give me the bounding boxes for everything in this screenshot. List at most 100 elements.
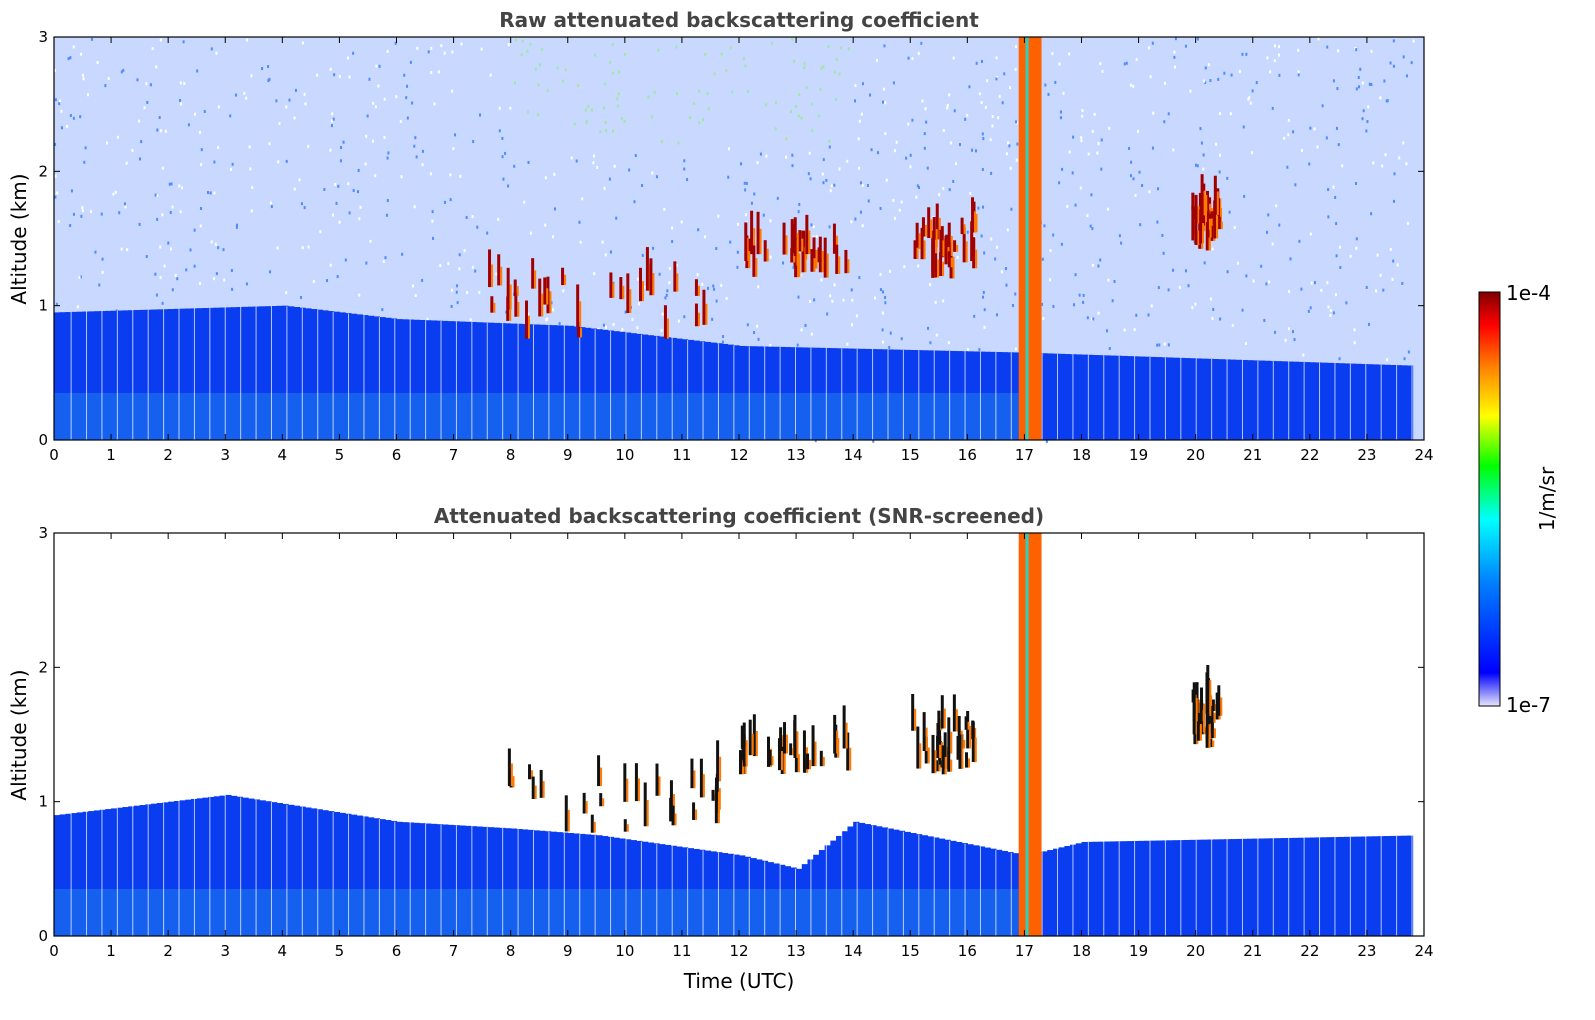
backscatter-column [864,824,871,936]
backscatter-column [265,306,272,440]
backscatter-column [288,804,295,936]
y-tick-label: 2 [38,658,48,676]
backscatter-column [105,809,112,936]
backscatter-column [556,832,563,936]
y-tick-label: 3 [38,524,48,542]
backscatter-column [1309,362,1317,440]
backscatter-column [179,800,186,936]
aerosol-cloud-layer [507,740,722,833]
backscatter-column [1349,363,1357,440]
backscatter-column [1321,837,1328,936]
backscatter-column [1326,837,1334,936]
x-tick-label: 24 [1414,942,1433,960]
backscatter-column [322,810,329,936]
backscatter-column [270,306,278,440]
backscatter-column [1241,838,1248,936]
backscatter-column [470,322,478,440]
backscatter-column [596,329,603,440]
backscatter-column [573,833,580,936]
backscatter-column [870,825,877,936]
x-tick-label: 21 [1243,942,1262,960]
backscatter-column [539,830,546,936]
backscatter-column [504,828,512,936]
backscatter-column [1092,841,1100,936]
backscatter-column [156,309,164,440]
x-tick-label: 14 [844,446,863,464]
x-tick-label: 5 [335,446,345,464]
backscatter-column [1315,837,1322,936]
y-tick-label: 2 [38,162,48,180]
x-tick-label: 15 [901,942,920,960]
backscatter-column [1178,357,1185,440]
data-gaps [70,794,1413,936]
backscatter-column [356,815,363,936]
y-tick-label: 0 [38,927,48,945]
aerosol-cloud-layer [488,247,708,339]
backscatter-column [1064,845,1071,936]
backscatter-column [259,306,266,440]
backscatter-column [282,803,289,936]
backscatter-column [65,813,72,936]
backscatter-column [1155,357,1163,440]
x-tick-label: 3 [220,942,230,960]
backscatter-column [242,306,249,440]
backscatter-column [1184,839,1191,936]
backscatter-column [436,824,443,936]
backscatter-column [419,319,426,440]
backscatter-column [356,314,363,440]
backscatter-column [681,339,689,440]
backscatter-column [950,840,957,936]
backscatter-column [641,334,649,440]
backscatter-column [1287,361,1294,440]
y-tick-label: 0 [38,431,48,449]
backscatter-column [1326,362,1334,440]
backscatter-column [333,811,341,936]
x-tick-label: 4 [278,446,288,464]
panel-title: Attenuated backscattering coefficient (S… [434,504,1044,528]
x-tick-label: 22 [1300,446,1319,464]
backscatter-column [1395,835,1402,936]
backscatter-column [699,341,706,440]
backscatter-column [430,320,438,440]
x-tick-label: 23 [1357,446,1376,464]
backscatter-column [647,335,654,440]
backscatter-column [510,323,517,440]
backscatter-column [1081,841,1088,936]
colorbar-label: 1/m/sr [1535,466,1559,531]
backscatter-column [562,325,569,440]
backscatter-column [693,340,700,440]
x-tick-label: 11 [672,942,691,960]
backscatter-column [1247,360,1254,440]
backscatter-column [493,322,500,440]
backscatter-column [316,809,323,936]
backscatter-column [1161,357,1168,440]
x-tick-label: 13 [787,446,806,464]
backscatter-column [1195,839,1202,936]
backscatter-column [1212,839,1220,936]
backscatter-column [168,801,175,936]
backscatter-column [1389,364,1397,440]
backscatter-column [339,812,346,936]
backscatter-column [704,341,712,440]
backscatter-column [367,817,375,936]
backscatter-column [921,835,928,936]
backscatter-column [122,807,129,936]
backscatter-column [1150,840,1157,936]
backscatter-column [236,307,243,440]
backscatter-column [162,309,169,440]
backscatter-column [1384,836,1391,936]
backscatter-column [944,839,951,936]
backscatter-column [367,315,375,440]
backscatter-column [1087,841,1094,936]
backscatter-column [236,796,243,936]
backscatter-column [1264,838,1271,936]
backscatter-column [1172,840,1180,936]
aerosol-cloud-layer [911,693,977,775]
backscatter-column [836,835,843,936]
backscatter-column [310,309,318,440]
backscatter-column [1275,361,1282,440]
backscatter-column [305,308,312,440]
backscatter-column [430,823,438,936]
backscatter-column [248,798,255,936]
